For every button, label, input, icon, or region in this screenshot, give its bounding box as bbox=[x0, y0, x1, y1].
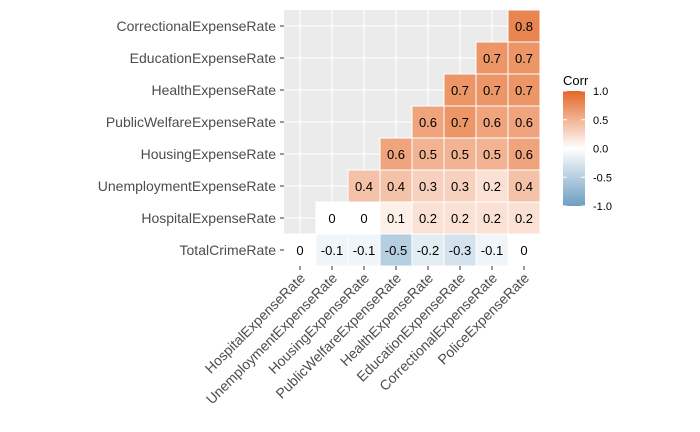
cell-value-label: 0.2 bbox=[483, 179, 501, 194]
legend-tick-label: 0.5 bbox=[593, 115, 608, 127]
cell-value-label: 0.7 bbox=[451, 83, 469, 98]
cell-value-label: 0.7 bbox=[451, 115, 469, 130]
cell-value-label: 0.6 bbox=[483, 115, 501, 130]
cell-value-label: 0.6 bbox=[387, 147, 405, 162]
legend-ticks: 1.0 0.5 0.0 -0.5 -1.0 bbox=[563, 86, 612, 213]
cell-value-label: 0.4 bbox=[355, 179, 373, 194]
y-tick-label: TotalCrimeRate bbox=[180, 242, 277, 258]
heatmap-cell bbox=[475, 41, 509, 75]
heatmap-cell bbox=[315, 201, 349, 235]
heatmap-cell bbox=[315, 233, 349, 267]
cell-value-label: 0.6 bbox=[515, 115, 533, 130]
y-tick-label: UnemploymentExpenseRate bbox=[98, 178, 276, 194]
heatmap-cell bbox=[347, 233, 381, 267]
cell-value-label: -0.1 bbox=[481, 243, 503, 258]
cell-value-label: 0.7 bbox=[483, 83, 501, 98]
cell-value-label: -0.3 bbox=[449, 243, 471, 258]
legend-tick-label: 1.0 bbox=[593, 86, 608, 98]
cell-value-label: 0 bbox=[328, 211, 335, 226]
legend: Corr 1.0 0.5 0.0 -0.5 -1.0 bbox=[563, 73, 612, 213]
cell-value-label: 0 bbox=[360, 211, 367, 226]
y-tick-label: HousingExpenseRate bbox=[141, 146, 277, 162]
heatmap-cell bbox=[379, 233, 413, 267]
heatmap-cell bbox=[475, 233, 509, 267]
heatmap-cell bbox=[475, 169, 509, 203]
heatmap-cell bbox=[443, 105, 477, 139]
cell-value-label: 0.2 bbox=[451, 211, 469, 226]
y-axis: TotalCrimeRate HospitalExpenseRate Unemplo… bbox=[98, 18, 284, 258]
heatmap-cell bbox=[507, 137, 541, 171]
heatmap-cells bbox=[283, 9, 541, 267]
cell-value-label: 0 bbox=[520, 243, 527, 258]
y-tick-label: HealthExpenseRate bbox=[151, 82, 276, 98]
cell-value-label: 0.6 bbox=[515, 147, 533, 162]
y-tick-label: HospitalExpenseRate bbox=[141, 210, 276, 226]
cell-value-label: -0.5 bbox=[385, 243, 407, 258]
x-axis: HospitalExpenseRateUnemploymentExpenseRa… bbox=[202, 266, 532, 407]
x-tick-label: UnemploymentExpenseRate bbox=[203, 270, 340, 407]
cell-value-label: 0.2 bbox=[483, 211, 501, 226]
cell-value-label: -0.2 bbox=[417, 243, 439, 258]
cell-value-label: -0.1 bbox=[321, 243, 343, 258]
legend-tick-label: -0.5 bbox=[593, 172, 612, 184]
cell-value-label: 0 bbox=[296, 243, 303, 258]
heatmap-cell bbox=[411, 233, 445, 267]
cell-value-label: 0.1 bbox=[387, 211, 405, 226]
legend-colorbar bbox=[563, 91, 585, 206]
cell-value-label: 0.8 bbox=[515, 19, 533, 34]
cell-value-label: -0.1 bbox=[353, 243, 375, 258]
cell-value-label: 0.7 bbox=[483, 51, 501, 66]
heatmap-cell bbox=[475, 105, 509, 139]
cell-value-label: 0.5 bbox=[483, 147, 501, 162]
cell-labels: 0 -0.1 -0.1 -0.5 -0.2 -0.3 -0.1 0 0 0 0.1 0.2 0.2 0.2… bbox=[296, 19, 533, 258]
legend-tick-label: -1.0 bbox=[593, 201, 612, 213]
heatmap-cell bbox=[507, 41, 541, 75]
heatmap-cell bbox=[347, 201, 381, 235]
y-tick-label: PublicWelfareExpenseRate bbox=[106, 114, 276, 130]
cell-value-label: 0.5 bbox=[419, 147, 437, 162]
legend-title: Corr bbox=[563, 73, 589, 88]
heatmap-cell bbox=[475, 73, 509, 107]
cell-value-label: 0.2 bbox=[419, 211, 437, 226]
cell-value-label: 0.7 bbox=[515, 83, 533, 98]
y-tick-label: EducationExpenseRate bbox=[130, 50, 277, 66]
heatmap-cell bbox=[379, 201, 413, 235]
cell-value-label: 0.4 bbox=[515, 179, 533, 194]
heatmap-cell bbox=[411, 137, 445, 171]
cell-value-label: 0.5 bbox=[451, 147, 469, 162]
legend-tick-label: 0.0 bbox=[593, 144, 608, 156]
cell-value-label: 0.6 bbox=[419, 115, 437, 130]
heatmap-cell bbox=[411, 105, 445, 139]
heatmap-cell bbox=[507, 9, 541, 43]
cell-value-label: 0.3 bbox=[419, 179, 437, 194]
cell-value-label: 0.4 bbox=[387, 179, 405, 194]
y-tick-label: CorrectionalExpenseRate bbox=[116, 18, 276, 34]
cell-value-label: 0.7 bbox=[515, 51, 533, 66]
cell-value-label: 0.3 bbox=[451, 179, 469, 194]
cell-value-label: 0.2 bbox=[515, 211, 533, 226]
